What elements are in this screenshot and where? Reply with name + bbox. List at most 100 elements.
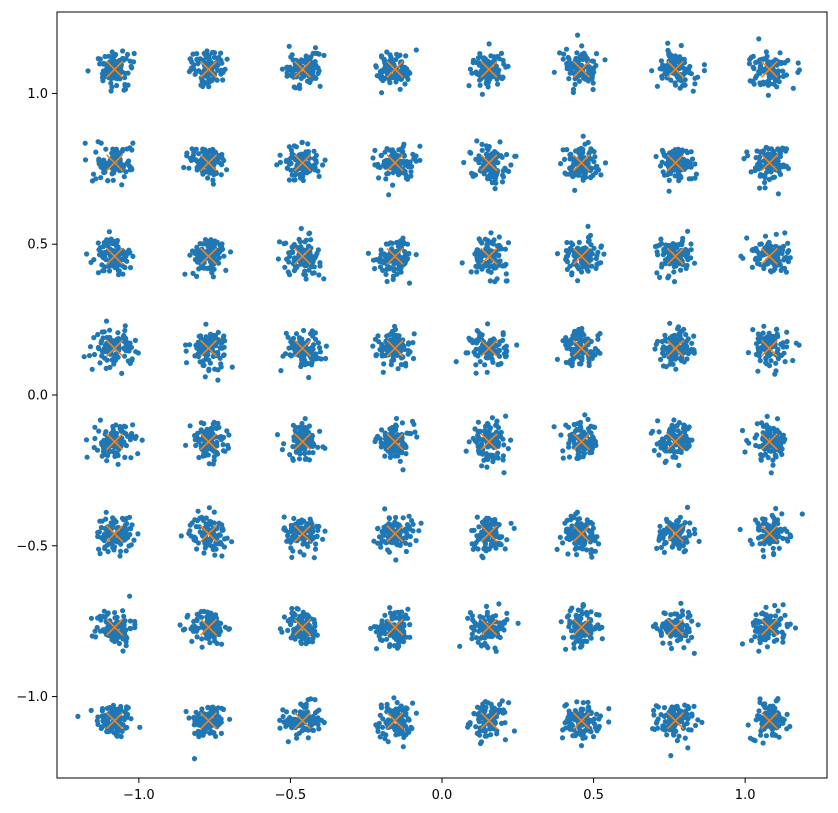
sample-point (566, 454, 573, 460)
sample-point (194, 616, 200, 622)
sample-point (671, 705, 677, 712)
sample-point (135, 451, 141, 457)
sample-point (400, 467, 406, 473)
sample-point (742, 449, 748, 455)
sample-point (475, 353, 481, 359)
sample-point (187, 423, 193, 429)
sample-point (569, 272, 575, 278)
sample-point (190, 624, 196, 630)
sample-point (398, 265, 404, 271)
sample-point (568, 347, 575, 353)
sample-point (101, 608, 107, 614)
sample-point (592, 721, 598, 727)
sample-point (386, 622, 392, 628)
sample-point (285, 739, 291, 745)
sample-point (205, 635, 211, 642)
sample-point (119, 721, 125, 727)
sample-point (98, 524, 104, 531)
sample-point (305, 727, 311, 733)
sample-point (670, 241, 676, 247)
sample-point (469, 631, 475, 637)
sample-point (127, 531, 133, 538)
sample-point (121, 345, 127, 351)
sample-point (209, 266, 215, 272)
sample-point (751, 622, 757, 628)
sample-point (657, 274, 663, 280)
sample-point (298, 353, 304, 359)
sample-point (655, 418, 661, 424)
sample-point (107, 327, 113, 333)
sample-point (670, 454, 676, 460)
sample-point (218, 344, 224, 351)
sample-point (404, 727, 410, 733)
sample-point (199, 624, 205, 630)
sample-point (75, 713, 81, 720)
sample-point (588, 635, 594, 641)
sample-point (393, 539, 399, 545)
sample-point (570, 436, 576, 442)
sample-point (500, 263, 506, 269)
sample-point (582, 627, 588, 633)
sample-point (225, 442, 231, 448)
sample-point (84, 251, 90, 257)
sample-point (275, 256, 281, 262)
sample-point (374, 433, 381, 439)
sample-point (655, 252, 661, 258)
sample-point (773, 326, 780, 333)
sample-point (203, 321, 209, 327)
sample-point (211, 509, 217, 515)
sample-point (681, 359, 687, 365)
sample-point (761, 554, 767, 560)
sample-point (739, 427, 746, 434)
sample-point (104, 452, 110, 458)
sample-point (385, 739, 391, 745)
sample-point (391, 695, 397, 701)
sample-point (122, 353, 128, 359)
sample-point (413, 538, 419, 544)
sample-point (115, 330, 121, 336)
sample-point (297, 549, 303, 555)
sample-point (775, 696, 781, 702)
sample-point (128, 455, 134, 461)
sample-point (387, 454, 393, 460)
sample-point (203, 448, 209, 454)
sample-point (475, 537, 481, 543)
sample-point (668, 645, 675, 652)
sample-point (489, 631, 495, 638)
sample-point (764, 243, 770, 249)
sample-point (457, 643, 463, 649)
sample-point (211, 730, 217, 736)
sample-point (374, 352, 380, 358)
sample-point (571, 421, 577, 428)
sample-point (104, 542, 110, 548)
sample-point (763, 733, 770, 739)
sample-point (217, 620, 223, 626)
sample-point (589, 627, 595, 633)
sample-point (290, 422, 296, 428)
sample-point (499, 698, 505, 704)
sample-point (585, 416, 591, 422)
sample-point (671, 269, 677, 275)
sample-point (672, 245, 678, 251)
sample-point (306, 622, 312, 629)
sample-point (192, 715, 198, 721)
sample-point (123, 634, 129, 640)
sample-point (304, 638, 310, 644)
sample-point (672, 611, 678, 617)
sample-point (477, 740, 484, 747)
sample-point (205, 711, 211, 717)
sample-point (774, 416, 781, 422)
sample-point (113, 243, 120, 249)
sample-point (294, 605, 300, 612)
sample-point (183, 348, 189, 354)
sample-point (220, 706, 226, 713)
sample-point (220, 527, 226, 533)
sample-point (467, 720, 473, 726)
sample-point (221, 333, 227, 339)
sample-point (205, 632, 211, 638)
sample-point (580, 261, 586, 267)
sample-point (289, 554, 295, 561)
sample-point (299, 702, 305, 708)
sample-point (578, 425, 584, 431)
